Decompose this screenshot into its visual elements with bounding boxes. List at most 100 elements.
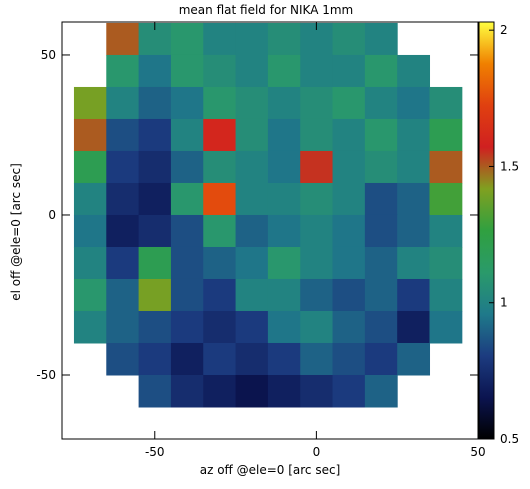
heat-cell [429,246,463,280]
heat-cell [170,22,204,56]
heat-cell [203,150,237,184]
heat-cell [300,214,334,248]
heat-cell [332,310,366,344]
heat-cell [73,86,107,120]
heat-cell [106,54,140,88]
heat-cell [138,310,172,344]
heat-cell [203,22,237,56]
heat-cell [364,214,398,248]
heat-cell [203,118,237,152]
heat-cell [170,374,204,408]
heat-cell [73,278,107,312]
heat-cell [332,150,366,184]
heat-cell [267,182,301,216]
heat-cell [364,86,398,120]
heat-cell [235,310,269,344]
heat-cell [267,118,301,152]
heat-cell [429,278,463,312]
heat-cell [106,310,140,344]
heat-cell [235,54,269,88]
heat-cell [138,54,172,88]
x-axis-label: az off @ele=0 [arc sec] [200,463,341,477]
heat-cell [397,278,431,312]
heat-cell [364,54,398,88]
heat-cell [267,278,301,312]
heat-cell [300,86,334,120]
heat-cell [332,278,366,312]
heat-cell [203,246,237,280]
heat-cell [397,182,431,216]
x-tick-label: -50 [145,445,165,459]
heat-cell [170,150,204,184]
heat-cell [235,22,269,56]
heat-cell [429,150,463,184]
colorbar-tick-label: 1.5 [500,159,519,173]
heat-cell [73,118,107,152]
heat-cell [267,374,301,408]
heat-cell [138,182,172,216]
colorbar-tick-label: 2 [500,23,508,37]
heat-cell [429,118,463,152]
heat-cell [364,310,398,344]
heat-cell [364,374,398,408]
heat-cell [364,246,398,280]
heat-cell [397,214,431,248]
heat-cell [300,310,334,344]
heat-cell [364,118,398,152]
heat-cell [235,150,269,184]
heat-cell [203,310,237,344]
heat-cell [300,54,334,88]
x-tick-label: 0 [313,445,321,459]
heat-cell [300,150,334,184]
heat-cell [332,214,366,248]
colorbar-tick-label: 0.5 [500,432,519,446]
heat-cell [332,118,366,152]
heat-cell [397,342,431,376]
heat-cell [203,278,237,312]
heat-cell [300,278,334,312]
heat-cell [267,86,301,120]
colorbar-tick-label: 1 [500,296,508,310]
heat-cell [170,182,204,216]
heat-cell [267,22,301,56]
heat-cell [235,86,269,120]
heat-cell [300,342,334,376]
x-tick-label: 50 [470,445,485,459]
heat-cell [364,342,398,376]
heat-cell [235,246,269,280]
heat-cell [203,214,237,248]
heat-cell [397,246,431,280]
heat-cell [332,246,366,280]
heat-cell [106,214,140,248]
heat-cell [203,342,237,376]
heat-cell [138,278,172,312]
y-tick-label: 0 [48,208,56,222]
heat-cell [170,342,204,376]
heat-cell [267,54,301,88]
heat-cell [203,182,237,216]
chart-title: mean flat field for NIKA 1mm [179,3,354,17]
heat-cell [106,22,140,56]
y-tick-label: -50 [36,368,56,382]
heat-cell [429,86,463,120]
colorbar [478,21,495,440]
plot-frame [61,21,479,440]
heat-cell [235,182,269,216]
heat-cell [106,278,140,312]
heat-cell [364,278,398,312]
heat-cell [106,182,140,216]
heat-cell [73,214,107,248]
heat-cell [106,246,140,280]
heat-cell [429,182,463,216]
heat-cell [332,342,366,376]
heat-cell [170,246,204,280]
heat-cell [332,374,366,408]
heat-cell [429,310,463,344]
heat-cell [300,182,334,216]
heat-cell [235,214,269,248]
heat-cell [332,86,366,120]
heat-cell [300,118,334,152]
heat-cell [170,86,204,120]
heat-cell [364,150,398,184]
